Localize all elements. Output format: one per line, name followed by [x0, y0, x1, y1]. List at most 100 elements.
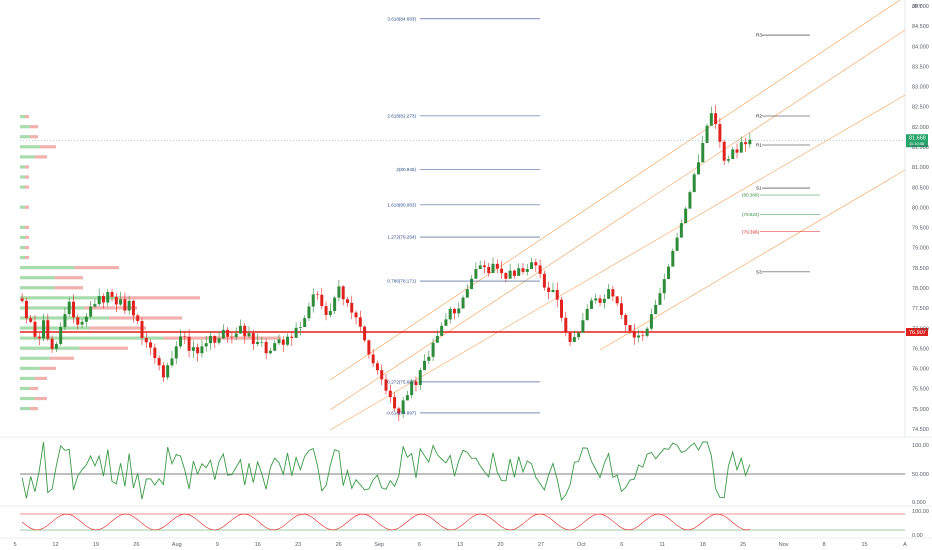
candle-body [247, 333, 251, 337]
volume-bar-up [20, 346, 80, 350]
price-tick-label: 81.000 [912, 165, 929, 171]
candle-body [341, 286, 345, 300]
candle-body [217, 338, 221, 343]
candle-body [714, 113, 718, 125]
candle-body [491, 263, 495, 274]
candle-body [405, 395, 409, 401]
volume-bar-down [89, 326, 146, 330]
candle-body [273, 343, 277, 351]
candle-body [131, 300, 135, 316]
candle-body [42, 320, 46, 339]
price-tick-label: 77.500 [912, 306, 929, 312]
candle-body [414, 381, 418, 386]
candle-body [358, 317, 362, 327]
time-tick-label: 26 [133, 542, 139, 548]
volume-bar-up [20, 165, 25, 169]
volume-bar-down [24, 235, 29, 240]
volume-bar-down [24, 245, 29, 250]
indicator-panels: 100.00 50.000 0.000 100.00 0.00 [0, 441, 932, 539]
candle-body [114, 296, 118, 305]
volume-bar-up [20, 386, 30, 391]
current-price-time: 11:10:58 [909, 141, 925, 146]
time-tick-label: 6 [620, 542, 623, 548]
candle-body [226, 329, 230, 337]
volume-bar-down [79, 346, 128, 350]
candle-body [581, 320, 585, 333]
candle-body [393, 397, 397, 409]
candle-body [701, 142, 705, 163]
pivot-label: S3 [756, 269, 762, 274]
candle-body [37, 336, 41, 339]
candle-body [174, 346, 178, 359]
candle-body [410, 381, 414, 396]
price-tick-label: 78.500 [912, 266, 929, 272]
candle-body [542, 273, 546, 288]
time-tick-label: 27 [538, 542, 544, 548]
fib-label: -0.618(74.897) [386, 410, 417, 415]
candle-body [316, 294, 320, 296]
candle-body [649, 314, 653, 329]
price-tick-label: 75.500 [912, 387, 929, 393]
price-tick-label: 82.500 [912, 105, 929, 111]
volume-bar-down [29, 125, 38, 129]
candle-body [457, 308, 461, 314]
volume-bar-up [20, 115, 25, 119]
time-tick-label: 12 [52, 542, 58, 548]
volume-bar-up [20, 235, 25, 240]
candle-body [191, 347, 195, 351]
volume-bar-up [20, 407, 30, 411]
candle-body [166, 365, 170, 378]
candle-body [726, 159, 730, 161]
volume-bar-down [49, 356, 74, 360]
candle-body [76, 317, 80, 325]
fib-label: 0.786(78.171) [387, 279, 416, 284]
price-tick-label: 79.000 [912, 246, 929, 252]
volume-bar-down [39, 145, 56, 149]
candle-body [140, 321, 144, 338]
candle-body [345, 299, 349, 303]
candle-body [517, 268, 521, 276]
level-label: (79.396) [742, 229, 760, 234]
time-tick-label: Aug [172, 542, 182, 548]
volume-bar-down [54, 276, 83, 280]
candle-body [84, 316, 88, 322]
volume-bar-down [34, 376, 47, 380]
candle-body [560, 299, 564, 318]
candle-body [538, 265, 542, 274]
price-tick-label: 77.000 [912, 326, 929, 332]
volume-bar-down [24, 255, 29, 260]
candles [20, 105, 752, 422]
volume-bar-up [20, 266, 75, 270]
volume-bar-up [20, 155, 35, 159]
candle-body [508, 270, 512, 279]
candle-body [572, 337, 576, 342]
candle-body [564, 317, 568, 333]
time-tick-label: 5 [13, 542, 16, 548]
candle-body [470, 278, 474, 290]
candle-body [525, 269, 529, 272]
candle-body [718, 124, 722, 142]
candle-body [667, 266, 671, 280]
candle-body [521, 268, 525, 272]
fib-label: 1.618(80.063) [387, 202, 416, 207]
volume-bar-up [20, 205, 25, 209]
volume-bar-up [20, 225, 25, 229]
candle-body [709, 113, 713, 126]
candle-body [46, 320, 50, 339]
candle-body [363, 326, 367, 341]
candle-body [440, 325, 444, 336]
candle-body [101, 296, 105, 303]
volume-bar-up [20, 396, 35, 401]
candle-body [264, 341, 268, 354]
candle-body [512, 270, 516, 276]
candle-body [474, 269, 478, 279]
price-tick-label: 78.000 [912, 286, 929, 292]
rsi-line [21, 441, 751, 502]
time-tick-label: 16 [255, 542, 261, 548]
fib-label: 2.618(82.273) [387, 113, 416, 118]
pivot-label: S1 [756, 186, 762, 191]
candle-body [50, 338, 54, 349]
volume-bar-up [20, 255, 25, 260]
candle-body [251, 333, 255, 344]
